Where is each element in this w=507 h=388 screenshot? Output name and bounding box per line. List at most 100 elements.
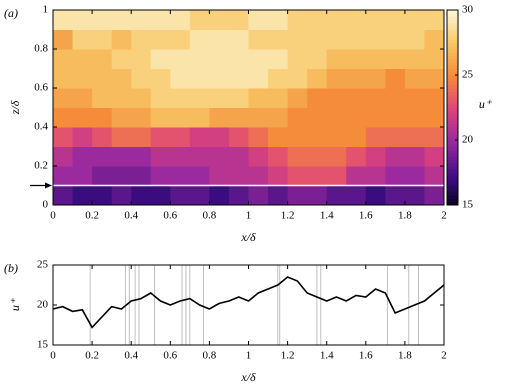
colorbar-band [447, 111, 458, 115]
heatmap-cell [249, 88, 269, 108]
heatmap-cell [288, 88, 308, 108]
colorbar-band [447, 13, 458, 17]
heatmap-cell [288, 69, 308, 89]
colorbar-band [447, 117, 458, 121]
x-tick-label: 0.2 [85, 350, 99, 362]
heatmap-cell [131, 30, 151, 50]
heatmap-cell [112, 147, 132, 167]
heatmap-cell [170, 10, 190, 30]
heatmap-cell [170, 127, 190, 147]
colorbar-band [447, 169, 458, 173]
heatmap-cell [170, 108, 190, 128]
heatmap-cell [209, 127, 229, 147]
heatmap-cell [249, 10, 269, 30]
heatmap-cell [424, 166, 444, 186]
y-tick-label: 0.8 [34, 43, 48, 55]
colorbar-band [447, 33, 458, 37]
heatmap-cell [229, 166, 249, 186]
heatmap-cell [112, 69, 132, 89]
heatmap-cell [424, 10, 444, 30]
heatmap-cell [112, 88, 132, 108]
colorbar-band [447, 176, 458, 180]
colorbar-band [447, 130, 458, 134]
panel-label: (b) [4, 261, 18, 275]
heatmap-cell [73, 186, 93, 206]
heatmap-cell [229, 49, 249, 69]
heatmap-cell [307, 166, 327, 186]
heatmap-cell [307, 30, 327, 50]
heatmap-cell [366, 69, 386, 89]
heatmap-cell [327, 186, 347, 206]
colorbar-band [447, 179, 458, 183]
heatmap-cell [249, 30, 269, 50]
colorbar-band [447, 43, 458, 47]
colorbar-band [447, 88, 458, 92]
heatmap-cell [92, 166, 112, 186]
heatmap-cell [151, 30, 171, 50]
colorbar-band [447, 78, 458, 82]
colorbar-band [447, 75, 458, 79]
heatmap-cell [53, 69, 73, 89]
heatmap-cell [327, 88, 347, 108]
heatmap-cell [73, 108, 93, 128]
colorbar-band [447, 59, 458, 63]
heatmap-cell [405, 30, 425, 50]
heatmap-cell [73, 49, 93, 69]
heatmap-cell [327, 127, 347, 147]
x-tick-label: 1.6 [359, 350, 373, 362]
colorbar-band [447, 134, 458, 138]
colorbar-band [447, 114, 458, 118]
heatmap-cell [92, 108, 112, 128]
heatmap-cell [307, 108, 327, 128]
data-line [53, 277, 444, 327]
heatmap-cell [112, 108, 132, 128]
heatmap-cell [327, 49, 347, 69]
heatmap-cell [424, 127, 444, 147]
colorbar-band [447, 23, 458, 27]
heatmap-cell [385, 88, 405, 108]
heatmap-cell [53, 147, 73, 167]
colorbar-band [447, 20, 458, 24]
heatmap-cell [405, 10, 425, 30]
heatmap-cell [385, 10, 405, 30]
heatmap-cell [229, 88, 249, 108]
heatmap-cell [366, 49, 386, 69]
colorbar-band [447, 127, 458, 131]
heatmap-cell [268, 147, 288, 167]
heatmap-cell [405, 69, 425, 89]
x-tick-label: 0.6 [163, 350, 177, 362]
heatmap-cell [229, 186, 249, 206]
heatmap-cell [190, 108, 210, 128]
heatmap-cell [151, 108, 171, 128]
colorbar-tick-label: 30 [462, 4, 474, 16]
heatmap-cell [405, 166, 425, 186]
colorbar-band [447, 156, 458, 160]
heatmap-cell [190, 69, 210, 89]
colorbar-band [447, 101, 458, 105]
heatmap-cell [53, 49, 73, 69]
colorbar-band [447, 124, 458, 128]
x-tick-label: 0.8 [203, 210, 217, 222]
heatmap-cell [327, 30, 347, 50]
heatmap-cell [346, 166, 366, 186]
colorbar-band [447, 182, 458, 186]
heatmap-cell [53, 127, 73, 147]
y-axis-label: u⁺ [8, 297, 22, 311]
heatmap-cell [405, 88, 425, 108]
heatmap-cell [288, 127, 308, 147]
heatmap-cell [307, 10, 327, 30]
heatmap-cell [151, 147, 171, 167]
x-tick-label: 1 [246, 210, 252, 222]
heatmap-cell [385, 108, 405, 128]
heatmap-cell [405, 147, 425, 167]
colorbar-band [447, 147, 458, 151]
heatmap-cell [366, 88, 386, 108]
heatmap-cell [151, 10, 171, 30]
y-tick-label: 0.4 [34, 121, 48, 133]
heatmap-cell [249, 127, 269, 147]
heatmap-cell [131, 127, 151, 147]
heatmap-cell [73, 30, 93, 50]
x-tick-label: 1.8 [398, 210, 412, 222]
heatmap-cell [92, 88, 112, 108]
